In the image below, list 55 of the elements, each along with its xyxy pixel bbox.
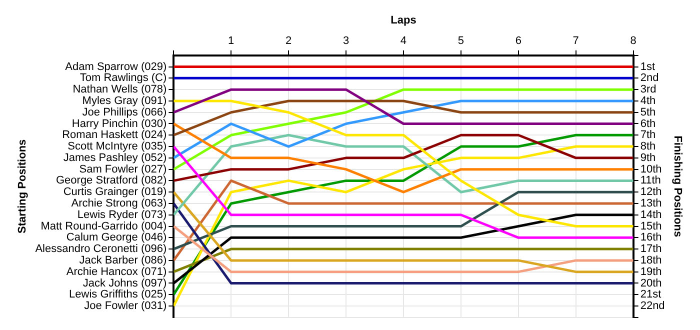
y-tick-label: 5th	[640, 106, 656, 118]
y-tick-label: 16th	[640, 232, 662, 244]
category-label: Roman Haskett (024)	[62, 129, 167, 142]
y-tick-label: 4th	[640, 94, 656, 107]
category-label: Jack Johns (097)	[82, 277, 167, 290]
y-tick-label: 13th	[640, 198, 662, 210]
category-label: Joe Fowler (031)	[84, 300, 167, 312]
category-label: Nathan Wells (078)	[72, 84, 167, 96]
category-label: James Pashley (052)	[63, 152, 167, 164]
y-tick-label: 7th	[640, 129, 656, 142]
y-tick-label: 22nd	[640, 300, 665, 312]
x-tick-label: 1	[228, 34, 234, 47]
y-tick-label: 9th	[640, 152, 656, 164]
y-tick-label: 18th	[640, 254, 662, 266]
category-label: Joe Phillips (066)	[82, 106, 167, 118]
category-label: Harry Pinchin (030)	[72, 118, 167, 130]
y-tick-label: 17th	[640, 243, 662, 256]
y-tick-label: 11th	[640, 174, 661, 187]
y-tick-label: 21st	[640, 288, 662, 301]
category-label: Sam Fowler (027)	[79, 163, 167, 176]
y-tick-label: 3rd	[640, 84, 656, 96]
x-tick-label: 2	[286, 34, 292, 47]
category-label: Myles Gray (091)	[82, 94, 167, 107]
category-label: Scott McIntyre (035)	[68, 140, 167, 153]
y-tick-label: 15th	[640, 220, 662, 232]
category-label: George Stratford (082)	[56, 174, 167, 187]
y-tick-label: 2nd	[640, 72, 659, 84]
y-tick-label: 8th	[640, 140, 656, 153]
y-tick-label: 20th	[640, 277, 662, 290]
y-tick-label: 14th	[640, 208, 662, 221]
category-label: Archie Strong (063)	[71, 198, 167, 210]
y-tick-label: 19th	[640, 266, 662, 278]
y-tick-label: 1st	[640, 60, 656, 73]
category-label: Matt Round-Garrido (004)	[40, 220, 167, 232]
x-tick-label: 4	[400, 34, 407, 47]
y-tick-label: 12th	[640, 186, 662, 198]
x-axis-title: Laps	[390, 14, 416, 27]
x-tick-label: 5	[458, 34, 464, 47]
text: Starting Positions	[16, 139, 29, 234]
y-axis-title: Finishing Positions	[671, 136, 684, 238]
x-tick-label: 3	[342, 34, 350, 47]
category-label: Jack Barber (086)	[79, 254, 167, 266]
x-tick-label: 8	[630, 34, 636, 47]
y-tick-label: 6th	[640, 118, 656, 130]
category-label: Curtis Grainger (019)	[63, 186, 167, 198]
x-tick-label: 7	[572, 34, 579, 47]
x-tick-label: 6	[515, 34, 522, 47]
y-tick-label: 10th	[640, 163, 662, 176]
category-label: Alessandro Ceronetti (096)	[35, 243, 167, 256]
category-label: Lewis Ryder (073)	[77, 208, 167, 221]
category-label: Tom Rawlings (C)	[80, 72, 167, 84]
category-label: Archie Hancox (071)	[66, 266, 167, 278]
category-label: Lewis Griffiths (025)	[69, 288, 167, 301]
category-label: Calum George (046)	[66, 232, 167, 244]
category-label: Adam Sparrow (029)	[65, 60, 167, 73]
